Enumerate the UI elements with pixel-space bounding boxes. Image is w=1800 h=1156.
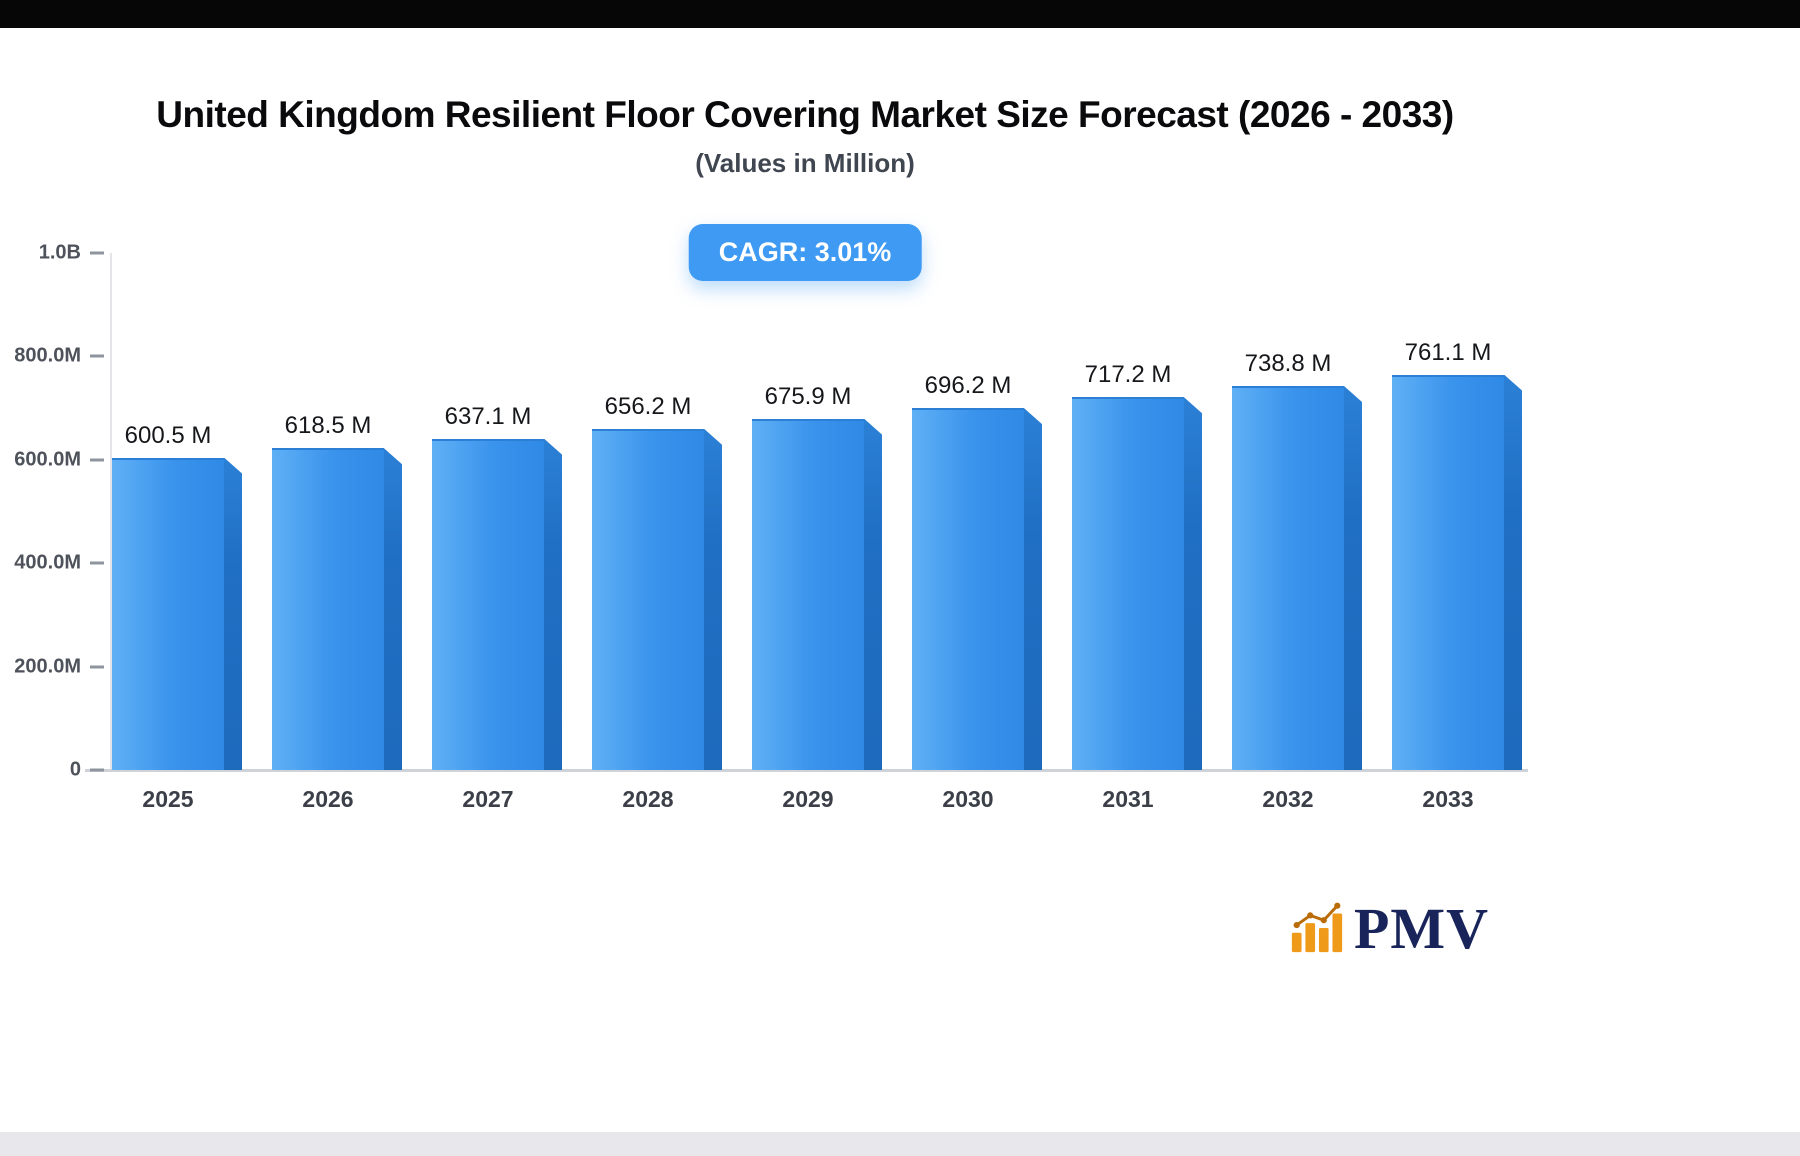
y-tick-label: 800.0M	[14, 344, 81, 367]
bar-value-label: 717.2 M	[1084, 361, 1172, 389]
bar-side-face	[1504, 374, 1522, 770]
y-axis-line	[110, 253, 112, 770]
y-tick-label: 0	[69, 758, 81, 781]
bar-group: 600.5 M 2025	[112, 253, 242, 812]
y-tick-mark	[90, 665, 104, 669]
bar-chart-logo-icon	[1291, 902, 1343, 953]
bar-value-label: 600.5 M	[124, 421, 212, 449]
y-tick: 200.0M	[14, 655, 104, 678]
x-axis-label: 2030	[942, 786, 994, 812]
bar-value-label: 696.2 M	[924, 372, 1012, 400]
y-axis: 1.0B 800.0M 600.0M 400.0M 200.0M 0	[0, 242, 104, 781]
bar-side-face	[384, 448, 402, 770]
bar-2029[interactable]: 675.9 M	[752, 383, 882, 770]
bar-side-face	[224, 457, 242, 770]
pmv-logo: PMV	[1288, 895, 1490, 961]
bar-group: 761.1 M 2033	[1392, 253, 1522, 812]
y-tick: 800.0M	[14, 345, 104, 368]
y-tick: 1.0B	[39, 242, 104, 265]
bar-2026[interactable]: 618.5 M	[272, 412, 402, 770]
bar-value-label: 738.8 M	[1244, 350, 1332, 378]
bar-value-label: 618.5 M	[284, 412, 372, 440]
y-tick-label: 1.0B	[38, 241, 81, 264]
top-window-strip	[0, 0, 1800, 28]
bar-group: 675.9 M 2029	[752, 253, 882, 812]
bar-side-face	[864, 418, 882, 770]
bar-value-label: 675.9 M	[764, 382, 852, 410]
chart-subtitle: (Values in Million)	[695, 148, 915, 178]
y-tick-mark	[90, 458, 104, 462]
y-tick-mark	[90, 354, 104, 358]
bar-2028[interactable]: 656.2 M	[592, 393, 722, 770]
x-axis-label: 2031	[1102, 786, 1154, 812]
bar-side-face	[544, 438, 562, 770]
x-axis-line	[85, 769, 1528, 772]
chart-title: United Kingdom Resilient Floor Covering …	[156, 94, 1454, 135]
y-tick: 600.0M	[14, 448, 104, 471]
y-tick-mark	[90, 768, 104, 772]
bars: 600.5 M 2025 618.5 M 2026 637.1 M 2027 656.2 M…	[112, 253, 1522, 812]
bar-value-label: 761.1 M	[1404, 338, 1492, 366]
y-tick-label: 400.0M	[14, 551, 81, 574]
bar-group: 637.1 M 2027	[432, 253, 562, 812]
bar-value-label: 637.1 M	[444, 402, 532, 430]
bar-side-face	[704, 428, 722, 770]
x-axis-label: 2025	[142, 786, 194, 812]
bar-side-face	[1184, 397, 1202, 770]
x-axis-label: 2028	[622, 786, 674, 812]
bottom-window-strip	[0, 1132, 1800, 1156]
bar-side-face	[1024, 408, 1042, 770]
y-tick-label: 200.0M	[14, 655, 81, 678]
bar-2033[interactable]: 761.1 M	[1392, 339, 1522, 770]
y-tick-label: 600.0M	[14, 448, 81, 471]
bar-2032[interactable]: 738.8 M	[1232, 350, 1362, 770]
bar-group: 656.2 M 2028	[592, 253, 722, 812]
pmv-logo-text: PMV	[1354, 895, 1490, 961]
bar-side-face	[1344, 386, 1362, 770]
bar-value-label: 656.2 M	[604, 392, 692, 420]
bar-group: 738.8 M 2032	[1232, 253, 1362, 812]
x-axis-label: 2032	[1262, 786, 1314, 812]
x-axis-label: 2027	[462, 786, 514, 812]
cagr-badge: CAGR: 3.01%	[688, 224, 922, 281]
bar-group: 696.2 M 2030	[912, 253, 1042, 812]
y-tick: 400.0M	[14, 552, 104, 575]
y-tick-mark	[90, 251, 104, 255]
bar-group: 717.2 M 2031	[1072, 253, 1202, 812]
x-axis-label: 2026	[302, 786, 354, 812]
bar-group: 618.5 M 2026	[272, 253, 402, 812]
x-axis-label: 2033	[1422, 786, 1474, 812]
bar-2027[interactable]: 637.1 M	[432, 403, 562, 770]
bar-2031[interactable]: 717.2 M	[1072, 361, 1202, 770]
y-tick-mark	[90, 561, 104, 565]
y-tick: 0	[70, 759, 104, 782]
bar-2030[interactable]: 696.2 M	[912, 372, 1042, 770]
bar-2025[interactable]: 600.5 M	[112, 422, 242, 770]
x-axis-label: 2029	[782, 786, 834, 812]
